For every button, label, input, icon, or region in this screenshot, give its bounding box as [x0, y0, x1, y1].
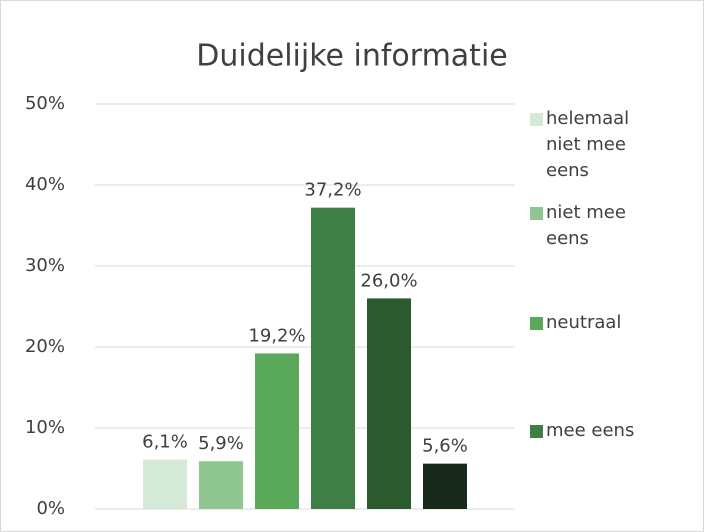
legend-label: niet mee eens	[546, 202, 626, 249]
legend-entry: niet mee eens	[546, 202, 626, 249]
bar	[367, 298, 411, 509]
legend-label: helemaal niet mee eens	[546, 108, 630, 181]
data-label: 37,2%	[304, 180, 361, 201]
data-label: 5,9%	[198, 433, 244, 454]
y-tick-label: 0%	[36, 498, 65, 519]
chart-title: Duidelijke informatie	[196, 39, 507, 74]
data-label: 19,2%	[248, 325, 305, 346]
legend-swatch	[530, 207, 543, 220]
y-tick-label: 50%	[25, 93, 65, 114]
bar	[311, 207, 355, 509]
data-label: 5,6%	[422, 436, 468, 457]
legend-swatch	[530, 317, 543, 330]
legend-label: neutraal	[546, 312, 622, 333]
legend-swatch	[530, 113, 543, 126]
y-tick-label: 20%	[25, 336, 65, 357]
bar	[143, 459, 187, 509]
legend-label: mee eens	[546, 420, 635, 441]
legend-entry: helemaal niet mee eens	[546, 108, 630, 181]
data-label: 6,1%	[142, 432, 188, 453]
legend-entry: neutraal	[546, 312, 622, 333]
data-label: 26,0%	[360, 270, 417, 291]
bar	[199, 461, 243, 509]
bar	[423, 463, 467, 509]
y-tick-label: 30%	[25, 255, 65, 276]
bar	[255, 353, 299, 509]
y-tick-label: 10%	[25, 417, 65, 438]
y-tick-label: 40%	[25, 174, 65, 195]
legend-swatch	[530, 425, 543, 438]
legend-entry: mee eens	[546, 420, 635, 441]
